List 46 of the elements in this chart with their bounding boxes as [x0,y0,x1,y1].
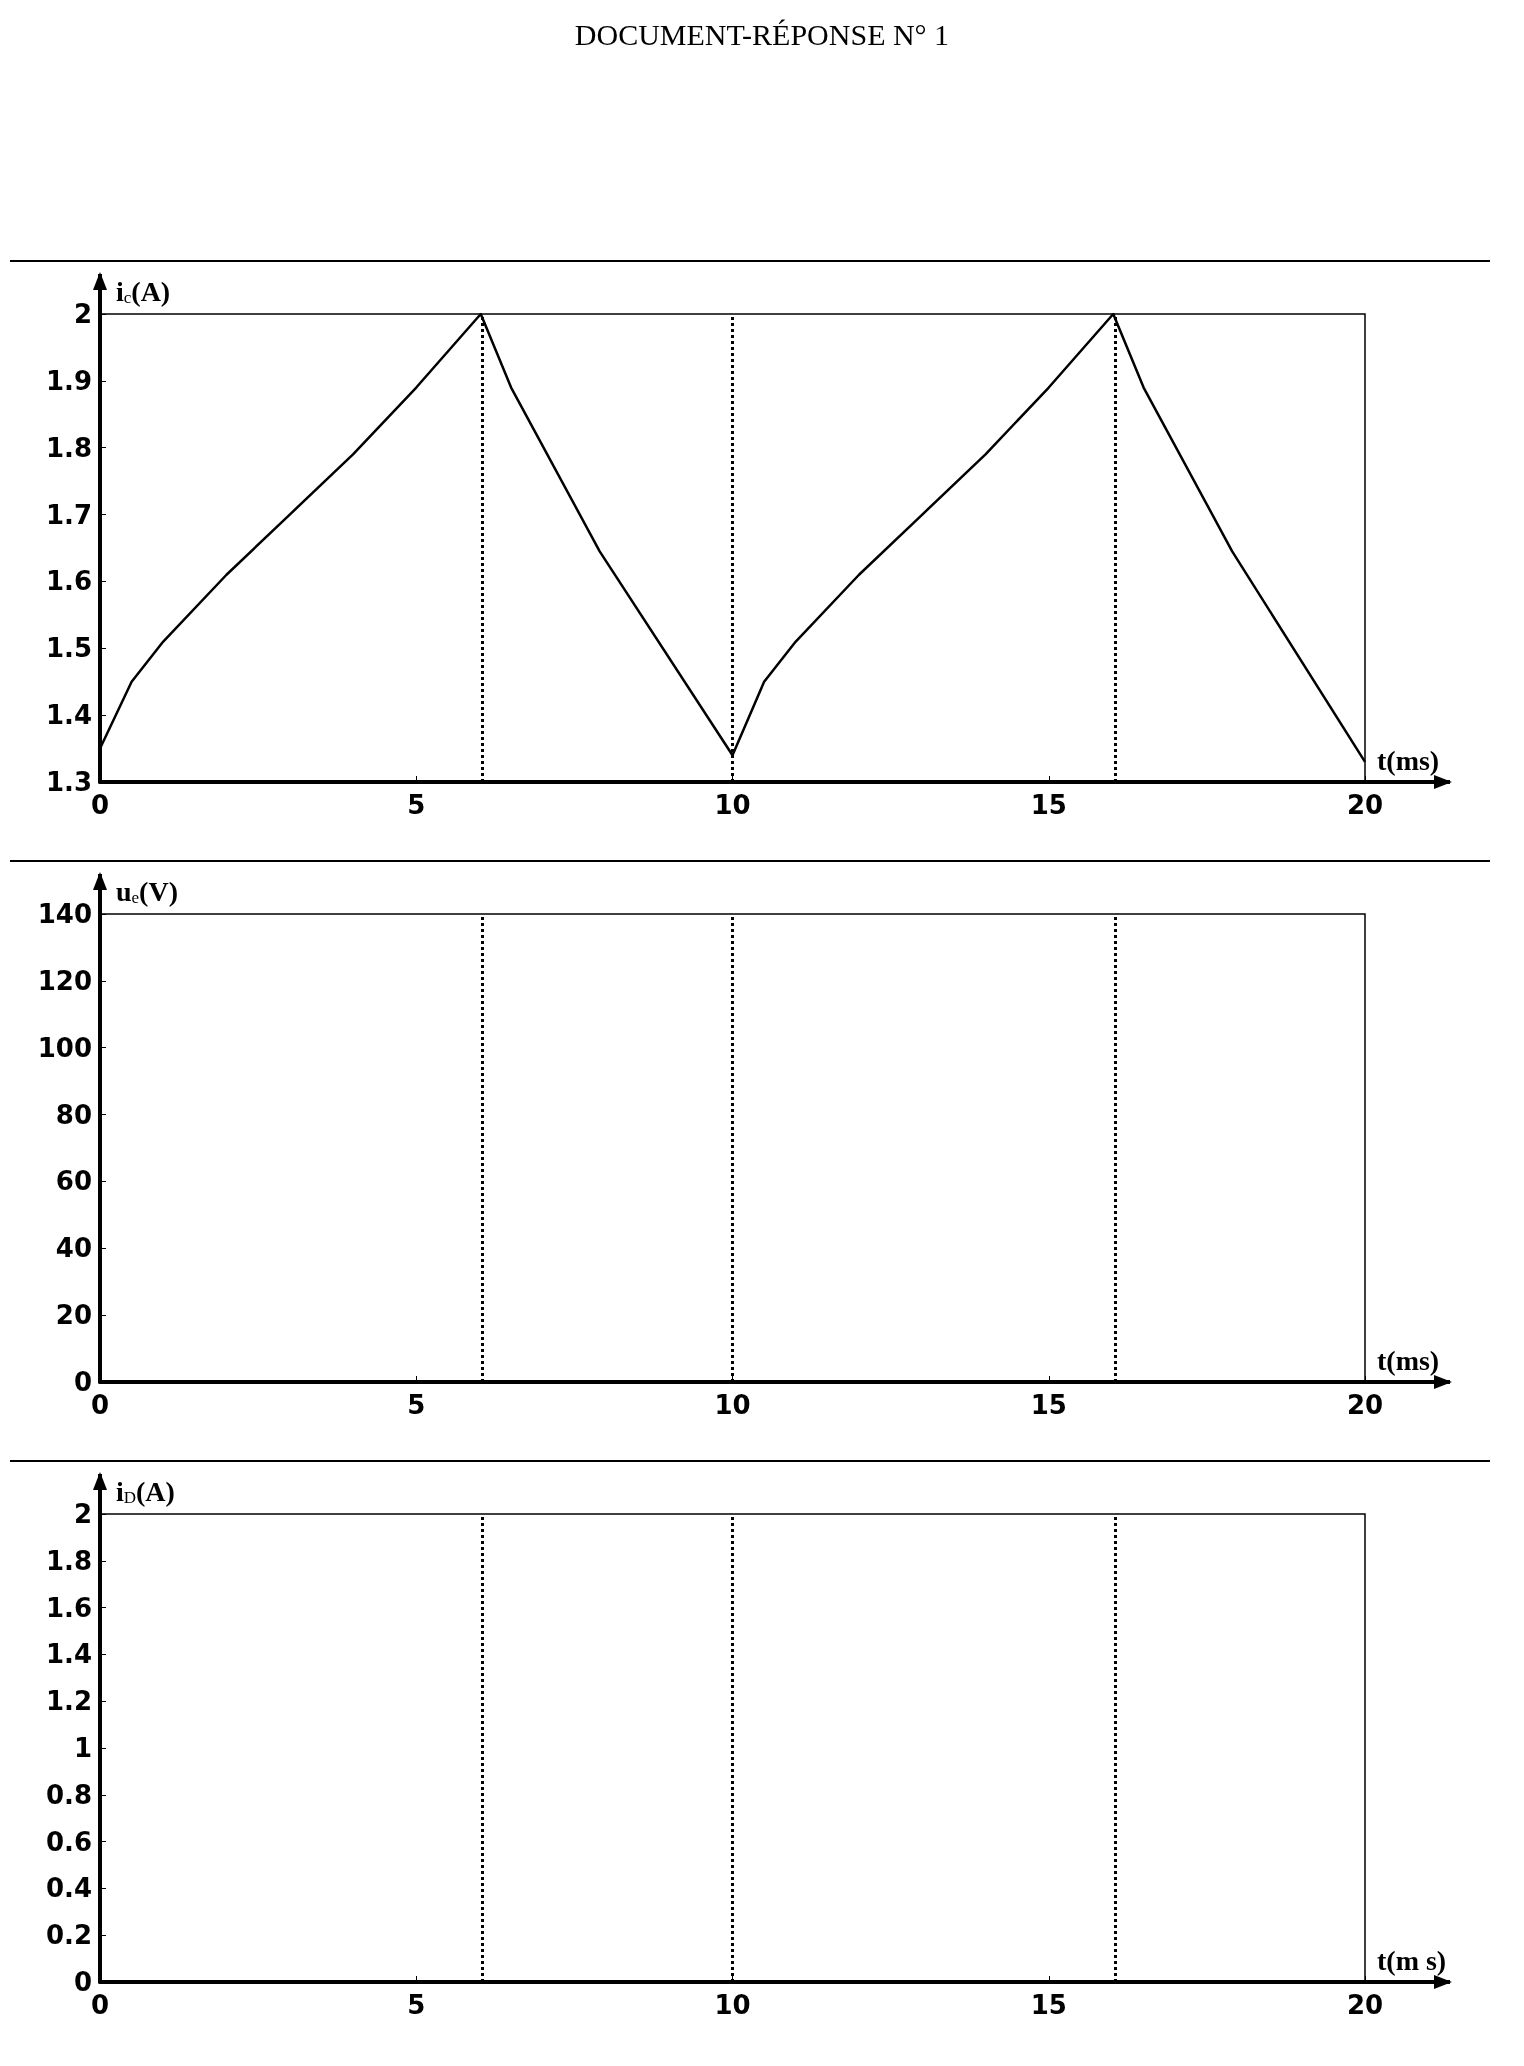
y-tick-label: 0.4 [45,1873,92,1904]
x-tick-label: 5 [407,1390,426,1420]
y-tick-label: 0 [73,1967,92,1997]
y-tick-label: 1.6 [45,1592,92,1623]
y-tick-label: 120 [37,965,92,996]
y-tick-label: 60 [55,1166,92,1197]
x-tick-label: 10 [714,1990,751,2020]
x-tick-label: 5 [407,790,426,820]
x-tick-label: 5 [407,1990,426,2020]
y-tick-label: 20 [55,1300,92,1331]
x-tick-label: 15 [1030,1990,1067,2020]
y-axis-title: ue(V) [116,876,178,907]
y-tick-label: 1.4 [45,700,92,731]
y-tick-label: 1.8 [45,1545,92,1576]
x-tick-label: 20 [1346,1390,1384,1420]
y-tick-label: 1.3 [45,767,92,797]
y-tick-label: 1.5 [45,633,92,664]
y-axis-title: ic(A) [116,276,171,307]
y-tick-label: 140 [37,899,92,929]
chart-title: DOCUMENT-RÉPONSE N° 1 [573,18,951,52]
x-tick-label: 10 [714,1390,751,1420]
x-tick-label: 20 [1346,1990,1384,2020]
x-axis-title: t(m s) [1377,1944,1447,1976]
y-tick-label: 2 [73,299,92,329]
x-axis-title: t(ms) [1377,1344,1440,1376]
x-tick-label: 15 [1030,790,1067,820]
y-tick-label: 1.9 [45,365,92,396]
y-tick-label: 1.7 [45,499,92,530]
y-tick-label: 100 [37,1032,92,1063]
x-tick-label: 20 [1346,790,1384,820]
y-tick-label: 0.2 [45,1920,92,1951]
x-axis-title: t(ms) [1377,744,1440,776]
y-axis-title: iD(A) [116,1476,175,1507]
y-tick-label: 0.6 [45,1826,92,1857]
y-tick-label: 1 [73,1733,92,1763]
x-tick-label: 10 [714,790,751,820]
y-tick-label: 1.2 [45,1686,92,1717]
y-tick-label: 1.8 [45,432,92,463]
y-tick-label: 2 [73,1499,92,1529]
y-tick-label: 0.8 [45,1779,92,1810]
y-tick-label: 80 [55,1099,92,1130]
y-tick-label: 0 [73,1367,92,1397]
y-tick-label: 40 [55,1233,92,1264]
x-tick-label: 15 [1030,1390,1067,1420]
y-tick-label: 1.4 [45,1639,92,1670]
y-tick-label: 1.6 [45,566,92,597]
